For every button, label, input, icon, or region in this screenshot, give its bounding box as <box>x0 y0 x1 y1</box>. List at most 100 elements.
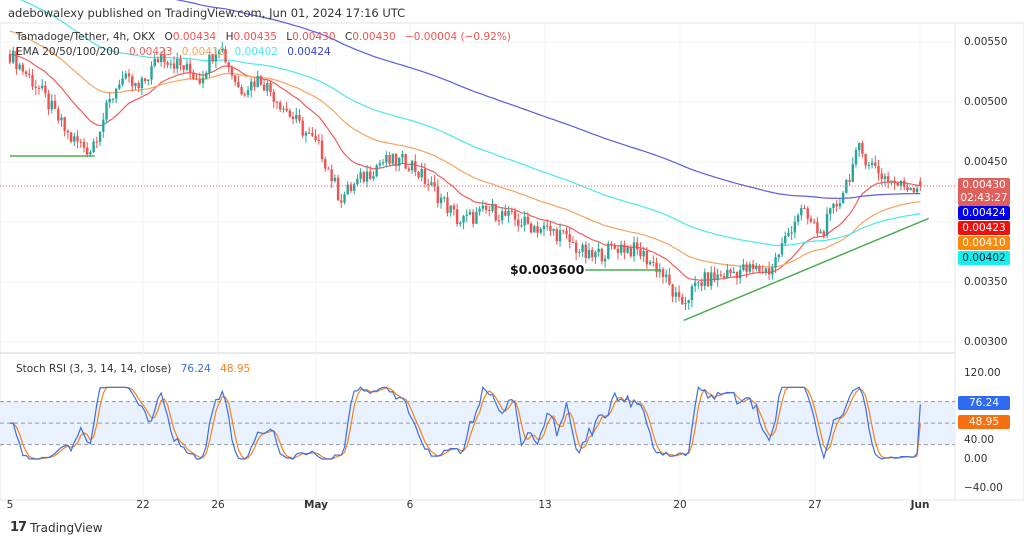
candle-body <box>539 229 542 233</box>
candle-body <box>285 108 288 111</box>
candle-body <box>230 67 234 76</box>
candle-body <box>619 244 623 253</box>
candle-body <box>623 244 626 253</box>
candle-body <box>76 136 79 142</box>
candle-body <box>108 99 111 103</box>
candle-body <box>205 73 208 78</box>
candle-body <box>915 188 919 193</box>
ema-label[interactable]: EMA 20/50/100/200 <box>16 46 120 58</box>
candle-body <box>114 88 118 99</box>
candle-body <box>465 214 468 216</box>
candle-body <box>40 85 44 89</box>
stoch-axis-label: −40.00 <box>964 482 1003 491</box>
candle-body <box>256 76 259 88</box>
price-axis-label: 0.00500 <box>964 96 1008 108</box>
tradingview-logo-icon: 17 <box>10 520 27 535</box>
candle-body <box>674 292 678 297</box>
symbol-name[interactable]: Tamadoge/Tether, 4h, OKX <box>16 31 156 43</box>
candle-body <box>745 264 748 272</box>
candle-body <box>172 63 176 69</box>
candle-body <box>829 208 832 214</box>
candle-body <box>295 114 298 120</box>
candle-body <box>533 226 536 233</box>
candle-body <box>307 132 311 134</box>
candle-body <box>700 282 703 287</box>
candle-body <box>661 269 665 277</box>
candle-body <box>452 205 456 210</box>
candle-body <box>182 65 185 70</box>
candle-body <box>124 73 127 79</box>
candle-body <box>272 92 275 102</box>
candle-body <box>883 176 887 179</box>
candle-body <box>343 194 346 203</box>
chart-frame <box>0 22 1024 501</box>
candle-body <box>481 205 485 209</box>
candle-body <box>806 208 809 219</box>
stoch-d-tag: 48.95 <box>958 415 1010 429</box>
stoch-label[interactable]: Stoch RSI (3, 3, 14, 14, close) <box>16 363 172 375</box>
change-value: −0.00004 (−0.92%) <box>404 31 511 43</box>
candle-body <box>111 98 115 100</box>
candle-body <box>63 117 66 131</box>
candle-body <box>317 139 320 141</box>
candle-body <box>336 177 340 201</box>
candle-body <box>552 229 555 232</box>
tradingview-logo[interactable]: 17 TradingView <box>10 520 103 535</box>
candle-body <box>221 49 224 51</box>
candle-body <box>246 90 250 95</box>
low-label: L <box>286 31 293 43</box>
candle-body <box>266 83 269 91</box>
candle-body <box>510 210 513 212</box>
candle-body <box>732 271 735 274</box>
candle-body <box>31 75 34 87</box>
candle-body <box>906 187 909 191</box>
candle-body <box>105 102 108 120</box>
candle-body <box>877 165 880 174</box>
candle-body <box>909 188 912 191</box>
candle-body <box>346 184 349 195</box>
candle-body <box>787 232 790 236</box>
ema50-value: 0.00410 <box>181 46 226 58</box>
candle-body <box>73 136 76 142</box>
time-axis-label: 6 <box>406 499 414 511</box>
price-axis-label: 0.00550 <box>964 36 1008 48</box>
candle-body <box>12 50 15 63</box>
candle-body <box>703 272 706 287</box>
candle-body <box>436 186 440 204</box>
candle-body <box>864 153 867 166</box>
candle-body <box>652 261 655 263</box>
candle-body <box>488 210 491 212</box>
candle-body <box>37 87 41 89</box>
candle-body <box>15 50 18 70</box>
candle-body <box>800 208 803 216</box>
candle-body <box>47 93 50 110</box>
candle-body <box>816 222 819 234</box>
stoch-legend: Stoch RSI (3, 3, 14, 14, close) 76.24 48… <box>16 363 256 375</box>
candle-body <box>243 94 247 96</box>
price-axis-label: 0.00350 <box>964 276 1008 288</box>
candle-body <box>131 76 134 87</box>
candle-body <box>735 271 739 278</box>
candle-body <box>250 81 253 91</box>
candle-body <box>156 58 160 63</box>
candle-body <box>484 205 488 211</box>
candle-body <box>568 234 571 243</box>
candle-body <box>253 81 256 88</box>
candle-body <box>523 216 526 226</box>
time-axis-label: Jun <box>910 499 930 511</box>
candle-body <box>504 211 507 216</box>
open-value: 0.00434 <box>172 31 217 43</box>
candle-body <box>356 178 359 185</box>
candle-body <box>388 155 391 164</box>
candle-body <box>404 154 407 169</box>
time-axis-label: 5 <box>6 499 14 511</box>
candle-body <box>771 267 774 275</box>
candle-body <box>28 74 31 76</box>
candle-body <box>227 62 230 68</box>
candle-body <box>629 247 633 257</box>
candle-body <box>311 132 314 136</box>
last-price: 0.00430 <box>962 179 1006 191</box>
candle-body <box>259 76 263 85</box>
candle-body <box>825 213 829 236</box>
